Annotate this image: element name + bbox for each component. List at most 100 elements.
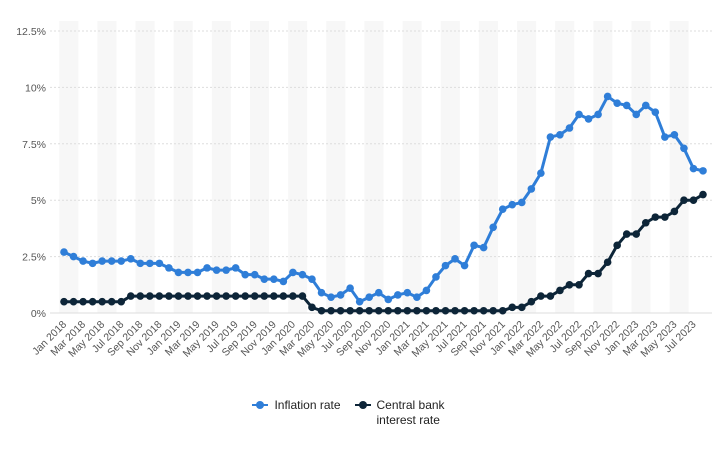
point bbox=[632, 110, 641, 119]
point bbox=[60, 297, 68, 306]
stripe bbox=[326, 21, 346, 313]
point bbox=[365, 306, 373, 315]
point bbox=[613, 241, 621, 250]
legend-item[interactable]: Central bank interest rate bbox=[354, 398, 467, 428]
point bbox=[79, 257, 87, 265]
point bbox=[126, 255, 135, 263]
point bbox=[136, 259, 145, 268]
point bbox=[270, 275, 278, 283]
point bbox=[622, 230, 631, 238]
point bbox=[69, 252, 78, 261]
point bbox=[117, 297, 126, 306]
point bbox=[670, 130, 679, 139]
y-tick-label: 0% bbox=[31, 308, 46, 320]
stripe bbox=[135, 21, 155, 313]
point bbox=[374, 288, 383, 297]
stripe bbox=[440, 21, 460, 313]
point bbox=[212, 266, 221, 274]
point bbox=[241, 270, 250, 279]
point bbox=[146, 259, 154, 268]
point bbox=[489, 223, 497, 232]
point bbox=[699, 190, 707, 199]
point bbox=[250, 270, 259, 279]
point bbox=[174, 268, 183, 277]
point bbox=[565, 281, 574, 289]
point bbox=[527, 297, 536, 306]
point bbox=[403, 288, 412, 297]
point bbox=[546, 292, 555, 300]
point bbox=[79, 297, 87, 306]
point bbox=[575, 281, 583, 289]
point bbox=[184, 292, 192, 300]
point bbox=[289, 292, 297, 300]
point bbox=[441, 261, 450, 270]
legend-swatch bbox=[252, 398, 269, 412]
point bbox=[537, 169, 545, 177]
point bbox=[394, 291, 402, 299]
point bbox=[98, 297, 106, 306]
point bbox=[270, 292, 278, 300]
stripe bbox=[364, 21, 384, 313]
point bbox=[594, 110, 602, 119]
point bbox=[365, 293, 373, 302]
point bbox=[308, 303, 316, 312]
point bbox=[680, 144, 688, 153]
point bbox=[107, 257, 116, 265]
point bbox=[584, 269, 593, 278]
point bbox=[575, 110, 583, 119]
point bbox=[422, 306, 431, 315]
point bbox=[308, 275, 316, 283]
point bbox=[689, 196, 698, 204]
point bbox=[231, 264, 240, 272]
point bbox=[241, 292, 250, 300]
stripe bbox=[97, 21, 117, 313]
point bbox=[222, 292, 230, 300]
point bbox=[460, 306, 469, 315]
point bbox=[98, 257, 106, 265]
point bbox=[327, 306, 335, 315]
point bbox=[60, 248, 68, 256]
point bbox=[432, 273, 440, 281]
point bbox=[556, 286, 564, 295]
legend-swatch bbox=[354, 398, 371, 412]
point bbox=[126, 292, 135, 300]
stripe bbox=[249, 21, 270, 313]
point bbox=[584, 115, 593, 123]
point bbox=[613, 99, 621, 107]
legend-item[interactable]: Inflation rate bbox=[252, 398, 341, 428]
point bbox=[517, 198, 526, 207]
point bbox=[441, 306, 450, 315]
point bbox=[384, 295, 393, 304]
point bbox=[212, 292, 221, 300]
y-tick-label: 10% bbox=[25, 82, 46, 94]
point bbox=[680, 196, 688, 204]
point bbox=[565, 124, 574, 132]
point bbox=[317, 288, 326, 297]
point bbox=[403, 306, 412, 315]
point bbox=[394, 306, 402, 315]
point bbox=[508, 200, 517, 209]
point bbox=[88, 297, 97, 306]
point bbox=[603, 258, 612, 267]
point bbox=[203, 292, 211, 300]
point bbox=[479, 243, 488, 252]
stripe bbox=[59, 21, 79, 313]
point bbox=[517, 303, 526, 312]
point bbox=[479, 306, 488, 315]
point bbox=[336, 306, 345, 315]
point bbox=[298, 270, 307, 279]
point bbox=[632, 230, 641, 238]
point bbox=[136, 292, 145, 300]
point bbox=[203, 264, 211, 272]
point bbox=[146, 292, 154, 300]
y-tick-label: 2.5% bbox=[22, 252, 46, 264]
point bbox=[222, 266, 230, 274]
point bbox=[527, 185, 536, 193]
point bbox=[594, 269, 602, 278]
point bbox=[250, 292, 259, 300]
point bbox=[508, 303, 517, 312]
point bbox=[279, 292, 288, 300]
point bbox=[289, 268, 297, 277]
point bbox=[193, 268, 202, 277]
